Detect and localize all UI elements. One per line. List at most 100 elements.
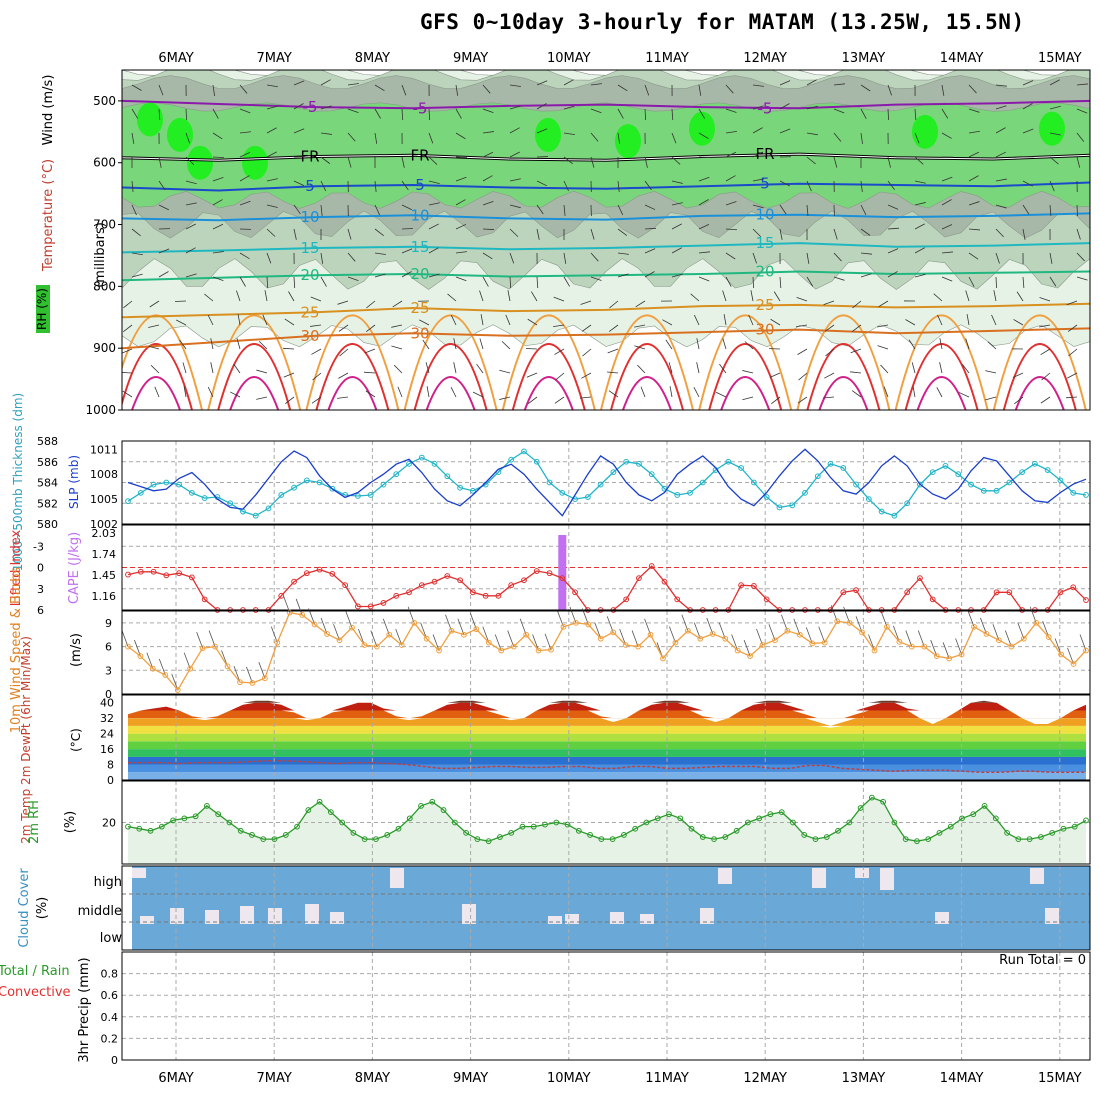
wind-10m-line-marker [647, 631, 654, 638]
rh-line-marker [981, 803, 988, 809]
wind-barb [914, 156, 924, 165]
wind-barb [158, 180, 166, 191]
wind-barb [779, 228, 783, 240]
lifted-index-line-marker [406, 589, 412, 596]
wind-10m-line-marker [784, 627, 791, 634]
lifted-index-line-marker [163, 572, 170, 579]
wind-barb [995, 178, 1007, 182]
wind-barb [1068, 348, 1078, 357]
rh-line-marker [925, 836, 932, 842]
wind-barb [991, 314, 997, 326]
wind-tick: 0 [105, 688, 112, 701]
lifted-index-line-marker [636, 575, 642, 582]
rh-line-marker [699, 834, 706, 840]
wind-barb [122, 348, 133, 354]
wind-barb [995, 204, 1007, 209]
wind-barb [752, 151, 763, 158]
thickness-series-line-marker [636, 460, 642, 467]
wind-barb [1049, 132, 1061, 136]
wind-barb [908, 339, 916, 350]
wind-barb [985, 396, 997, 401]
wind-barb [833, 276, 845, 281]
pressure-tick: 800 [93, 279, 116, 293]
wind-barb [266, 276, 269, 289]
wind-barb [563, 180, 569, 192]
wind-barb [941, 251, 953, 254]
wind-barb [1049, 180, 1055, 192]
wind-barb [527, 318, 538, 326]
lifted-index-line-marker [355, 603, 361, 610]
wind-barb [725, 201, 737, 206]
wind-barb [401, 228, 414, 230]
top-day-label: 15MAY [1038, 51, 1082, 66]
wind-barb [995, 252, 1000, 264]
rh-line-marker [282, 832, 289, 838]
temp-color-band [128, 710, 1086, 719]
wind-barb [320, 132, 332, 135]
wind-barb [779, 128, 791, 134]
wind-barb [374, 132, 378, 144]
wind-barb [509, 127, 520, 134]
thickness-series-line-marker [738, 465, 745, 471]
rh-saturated-blob [912, 114, 938, 149]
wind-barb [182, 362, 187, 374]
thickness-panel-frame [121, 440, 1091, 525]
wind-barb [266, 151, 277, 158]
lifted-index-line-marker [444, 573, 451, 579]
rh-axis-label: RH (%) [35, 288, 49, 330]
wind-barb [742, 396, 754, 401]
rh-line-marker [192, 813, 199, 820]
rh-line-marker [677, 815, 684, 822]
rh-line-marker [598, 836, 605, 842]
wind-10m-line-marker [523, 631, 530, 638]
wind-barb [1041, 372, 1051, 381]
temp-tick: 24 [100, 728, 114, 741]
wind-barb [563, 156, 573, 165]
rh-line-marker [429, 798, 436, 805]
wind-barb [482, 108, 494, 114]
wind-barb [968, 276, 975, 287]
wind-barb [671, 273, 683, 278]
cloud-panel-frame [121, 865, 1091, 951]
wind-barb [374, 180, 377, 192]
wind-barb [668, 362, 673, 374]
rh-line-marker [147, 827, 154, 834]
slp-series-line [127, 448, 1087, 517]
thickness-series-line-marker [789, 502, 796, 509]
wind-barb [617, 84, 628, 92]
thickness-series-line-marker [865, 496, 872, 503]
wind-barb [482, 276, 489, 287]
wind-barb [455, 251, 467, 254]
rh-line-marker [327, 809, 334, 816]
lifted-index-line-marker [418, 582, 425, 589]
wind-10m-line-marker [199, 645, 206, 652]
wind-barb [122, 372, 133, 374]
cloud-high-bar [880, 868, 894, 890]
precip-axis-label: 3hr Precip (mm) [77, 957, 92, 1062]
rh-line-marker [733, 827, 740, 834]
pressure-tick: 700 [93, 218, 116, 232]
upper-air-plot: -5 -5 -5 FR FR FR 5 5 5 10 10 10 15 15 15 20 20 20 25 25 25 3… [122, 70, 1090, 410]
wind-barb [750, 290, 754, 302]
wind-barb [877, 324, 889, 328]
precip-tick: 0.4 [101, 1011, 119, 1024]
li-panel-frame [121, 524, 1091, 611]
wind-barb [968, 252, 979, 260]
wind-10m-line-marker [373, 643, 380, 650]
thickness-series-line-marker [891, 512, 898, 519]
wind-barb [266, 178, 278, 182]
wind-barb [401, 204, 413, 211]
wind-barb [480, 314, 484, 326]
wind-10m-line-marker [747, 653, 753, 659]
rh-line-marker [463, 829, 470, 836]
wind-barb [455, 84, 459, 96]
thickness-series-line-marker [431, 460, 438, 467]
wind-barb [563, 276, 570, 287]
wind-barb [662, 319, 673, 326]
wind-barb [207, 314, 214, 326]
wind-barb [212, 199, 223, 206]
wind-barb [968, 151, 980, 158]
wind-barb [965, 290, 970, 302]
lifted-index-line-marker [1006, 589, 1013, 596]
wind-barb [482, 228, 495, 230]
